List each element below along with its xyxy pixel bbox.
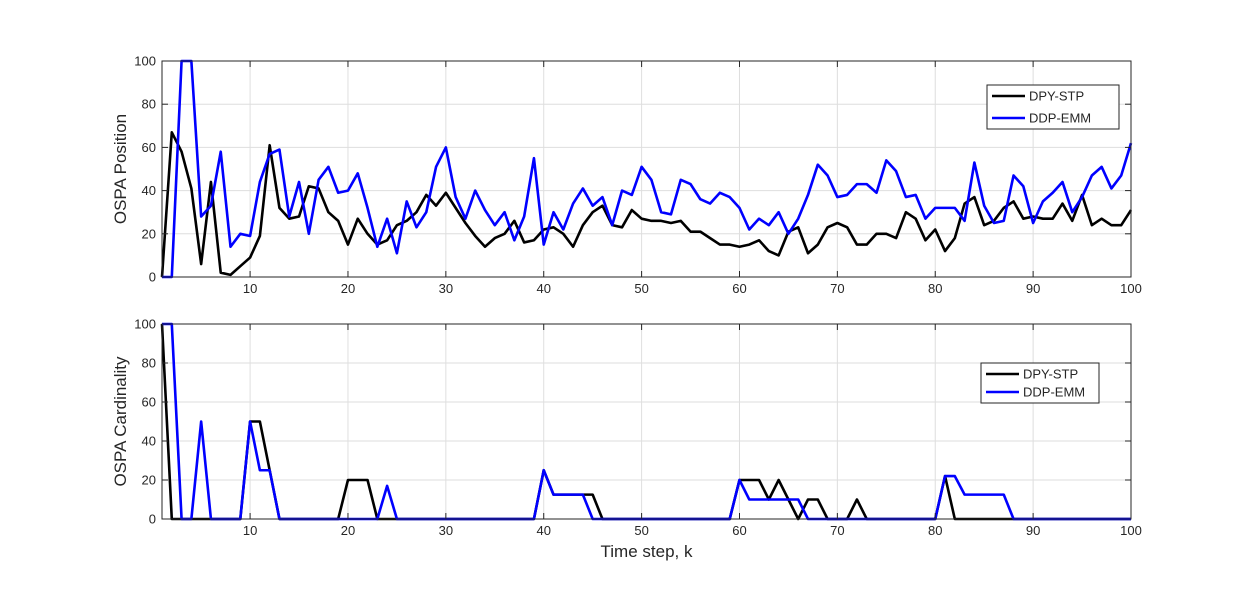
x-tick-label: 30 xyxy=(439,523,453,538)
x-tick-label: 70 xyxy=(830,281,844,296)
x-tick-label: 80 xyxy=(928,523,942,538)
legend: DPY-STP DDP-EMM xyxy=(980,362,1100,404)
y-tick-label: 60 xyxy=(142,395,156,410)
x-tick-label: 10 xyxy=(243,523,257,538)
y-tick-label: 60 xyxy=(142,140,156,155)
x-tick-label: 20 xyxy=(341,523,355,538)
axes-box xyxy=(161,60,1132,278)
x-tick-label: 80 xyxy=(928,281,942,296)
legend-label: DDP-EMM xyxy=(1029,111,1091,126)
legend-box xyxy=(980,362,1100,404)
series-line-ddp-emm xyxy=(162,59,1133,279)
plot-area xyxy=(162,324,1131,519)
legend-label: DPY-STP xyxy=(1029,89,1084,104)
y-tick-label: 80 xyxy=(142,356,156,371)
x-tick-label: 30 xyxy=(439,281,453,296)
chart-panel-1: 10 20 30 40 50 60 70 80 90 100 0 20 40 60 80 100 OSPA Po… xyxy=(111,54,1142,297)
y-tick-label: 40 xyxy=(142,183,156,198)
x-tick-label: 40 xyxy=(536,523,550,538)
y-tick-label: 80 xyxy=(142,97,156,112)
x-tick-label: 100 xyxy=(1120,281,1142,296)
y-axis-label: OSPA Position xyxy=(111,114,130,224)
y-axis-label: OSPA Cardinality xyxy=(111,356,130,487)
x-tick-label: 10 xyxy=(243,281,257,296)
x-axis-label: Time step, k xyxy=(601,542,693,561)
x-tick-label: 100 xyxy=(1120,523,1142,538)
y-tick-label: 0 xyxy=(149,270,156,285)
x-tick-label: 50 xyxy=(634,523,648,538)
y-tick-label: 20 xyxy=(142,226,156,241)
axes-box xyxy=(161,323,1132,520)
legend-label: DDP-EMM xyxy=(1023,385,1085,400)
series-line-dpy-stp xyxy=(160,130,1133,278)
x-tick-label: 90 xyxy=(1026,281,1040,296)
y-tick-label: 0 xyxy=(149,512,156,527)
y-tick-label: 40 xyxy=(142,434,156,449)
y-tick-label: 100 xyxy=(134,317,156,332)
legend-box xyxy=(986,84,1120,130)
x-tick-label: 50 xyxy=(634,281,648,296)
x-tick-label: 70 xyxy=(830,523,844,538)
chart-panel-2: 10 20 30 40 50 60 70 80 90 100 0 20 40 60 80 100 OSPA Ca… xyxy=(111,317,1142,562)
y-tick-label: 20 xyxy=(142,473,156,488)
x-tick-label: 60 xyxy=(732,281,746,296)
legend-label: DPY-STP xyxy=(1023,367,1078,382)
y-tick-label: 100 xyxy=(134,54,156,69)
x-tick-label: 20 xyxy=(341,281,355,296)
legend: DPY-STP DDP-EMM xyxy=(986,84,1120,130)
plot-area xyxy=(162,61,1131,277)
x-tick-label: 90 xyxy=(1026,523,1040,538)
x-tick-label: 60 xyxy=(732,523,746,538)
x-tick-label: 40 xyxy=(536,281,550,296)
